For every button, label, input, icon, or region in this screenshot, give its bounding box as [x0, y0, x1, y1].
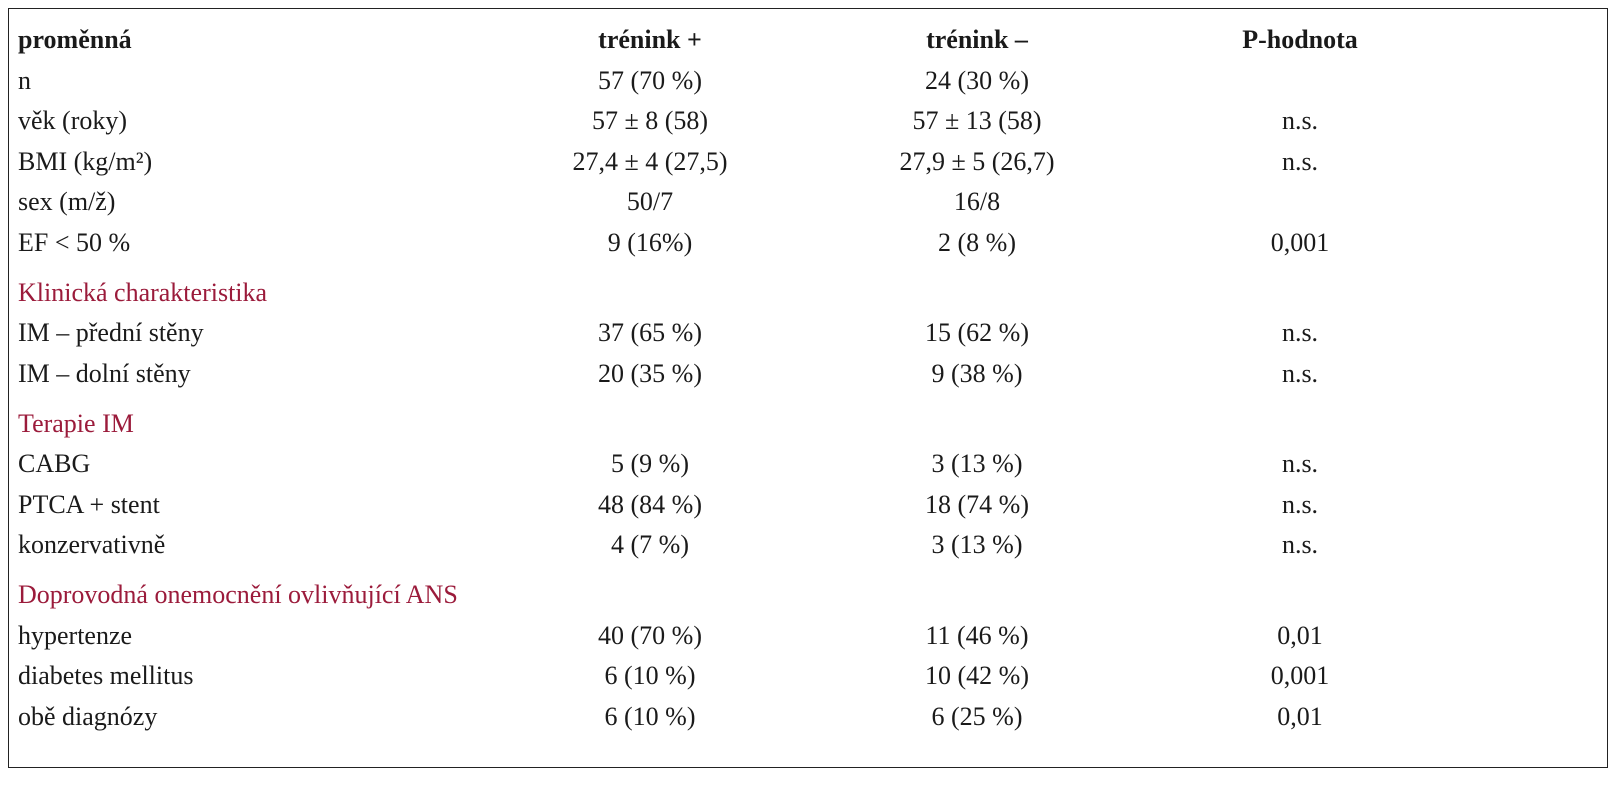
row-label: sex (m/ž) — [18, 187, 116, 216]
table-cell: 6 (25 %) — [931, 701, 1023, 731]
table-cell: 6 (10 %) — [604, 701, 696, 731]
header-cell: trénink – — [926, 25, 1028, 54]
table-cell: 15 (62 %) — [925, 318, 1029, 347]
table-cell: 3 (13 %) — [931, 449, 1023, 478]
table-cell: 4 (7 %) — [611, 530, 689, 559]
header-cell: P-hodnota — [1242, 25, 1358, 54]
table-cell: 0,01 — [1277, 701, 1323, 731]
header-cell: trénink + — [598, 25, 702, 54]
table-cell: 48 (84 %) — [598, 489, 702, 519]
section-title: Terapie IM — [18, 408, 134, 438]
table-cell: 27,9 ± 5 (26,7) — [899, 146, 1055, 176]
table-cell: n.s. — [1281, 530, 1319, 559]
row-label: diabetes mellitus — [18, 661, 194, 690]
table-cell: 50/7 — [626, 187, 674, 216]
table-cell: 2 (8 %) — [938, 227, 1016, 257]
table-cell: n.s. — [1281, 106, 1319, 135]
section-title: Doprovodná onemocnění ovlivňující ANS — [18, 580, 458, 609]
table-cell: 40 (70 %) — [598, 620, 702, 650]
row-label: obě diagnózy — [18, 701, 158, 731]
row-label: věk (roky) — [18, 106, 128, 135]
row-label: PTCA + stent — [18, 489, 160, 519]
table-cell: 0,01 — [1277, 620, 1323, 650]
table-cell: 10 (42 %) — [925, 661, 1029, 690]
table-cell: 0,001 — [1270, 661, 1330, 690]
table-cell: 37 (65 %) — [598, 318, 702, 347]
table-cell: 9 (16%) — [607, 227, 693, 257]
section-title: Klinická charakteristika — [18, 277, 268, 307]
row-label: konzervativně — [18, 530, 166, 559]
row-label: CABG — [18, 449, 91, 478]
table-cell: 3 (13 %) — [931, 530, 1023, 559]
table-cell: 57 (70 %) — [598, 65, 702, 95]
table-cell: 24 (30 %) — [925, 65, 1029, 95]
table-cell: n.s. — [1281, 146, 1319, 176]
row-label: IM – dolní stěny — [18, 358, 191, 388]
row-label: EF < 50 % — [18, 227, 131, 257]
table-cell: 0,001 — [1270, 227, 1330, 257]
table-cell: n.s. — [1281, 489, 1319, 519]
table-cell: 6 (10 %) — [604, 661, 696, 690]
table-cell: 16/8 — [953, 187, 1001, 216]
table-cell: 57 ± 8 (58) — [591, 106, 709, 135]
table-cell: 9 (38 %) — [931, 358, 1023, 388]
table-cell: 18 (74 %) — [925, 489, 1029, 519]
table-cell: 11 (46 %) — [925, 620, 1029, 650]
row-label: BMI (kg/m²) — [18, 146, 153, 176]
row-label: n — [18, 65, 31, 95]
header-cell: proměnná — [18, 25, 132, 54]
table-cell: n.s. — [1281, 449, 1319, 478]
row-label: hypertenze — [18, 620, 133, 650]
table-cell: n.s. — [1281, 318, 1319, 347]
table-cell: 5 (9 %) — [611, 449, 689, 478]
table-cell: 20 (35 %) — [598, 358, 702, 388]
table-frame — [8, 8, 1608, 768]
table-cell: 27,4 ± 4 (27,5) — [572, 146, 728, 176]
table-cell: 57 ± 13 (58) — [912, 106, 1042, 135]
table-cell: n.s. — [1281, 358, 1319, 388]
row-label: IM – přední stěny — [18, 318, 204, 347]
